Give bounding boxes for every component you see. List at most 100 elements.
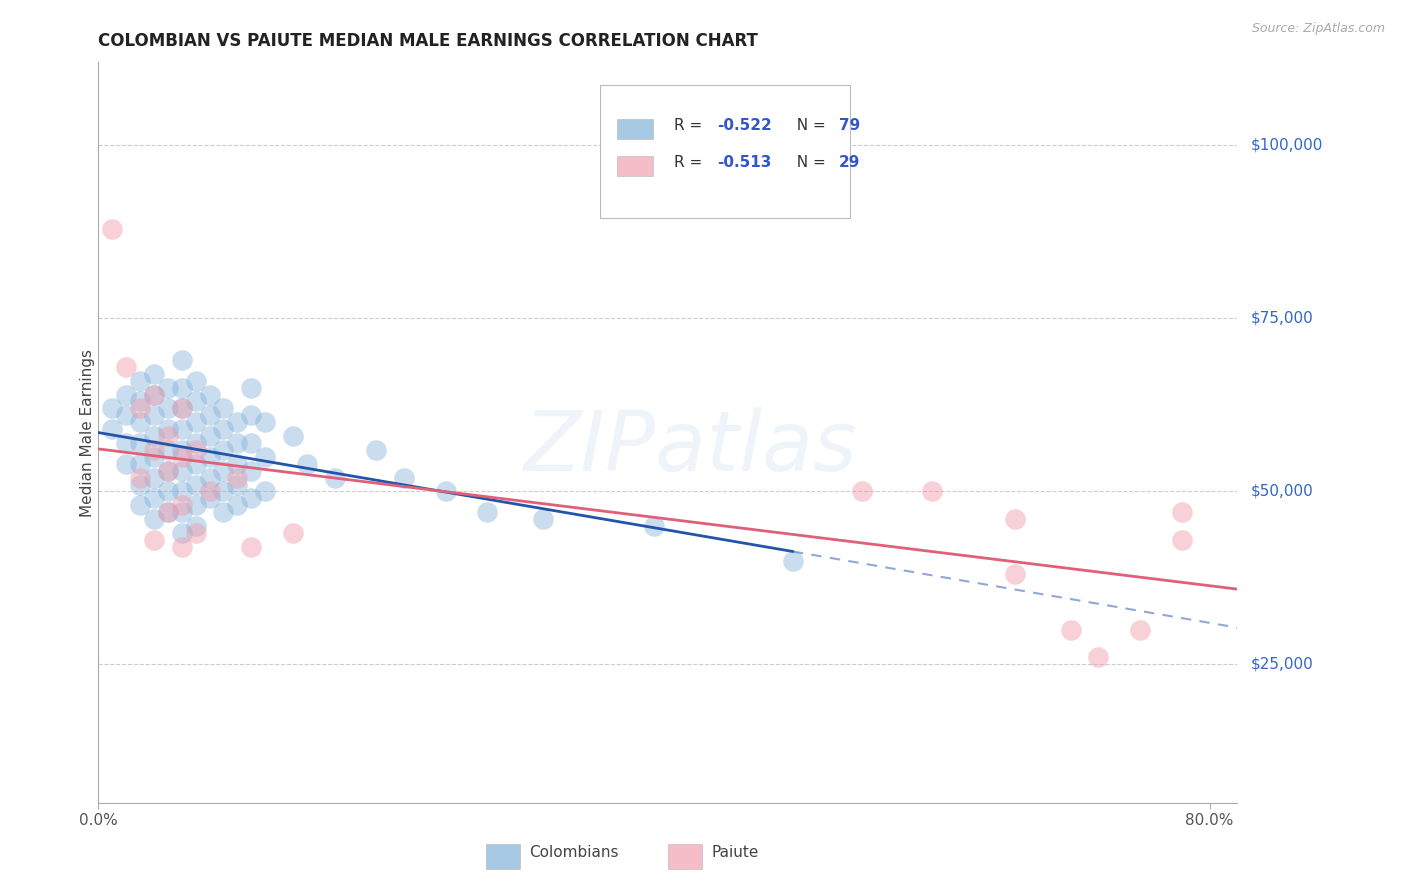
Point bbox=[295, 457, 318, 471]
Point bbox=[115, 359, 138, 374]
Point bbox=[156, 381, 179, 395]
Point bbox=[143, 512, 166, 526]
Point bbox=[184, 498, 207, 512]
Point bbox=[240, 464, 263, 478]
Point bbox=[198, 484, 221, 499]
Point bbox=[129, 498, 152, 512]
Point bbox=[156, 442, 179, 457]
Point bbox=[240, 381, 263, 395]
Point bbox=[143, 470, 166, 484]
Point bbox=[143, 367, 166, 381]
Point bbox=[281, 525, 304, 540]
Point bbox=[184, 525, 207, 540]
Point bbox=[226, 470, 249, 484]
Point bbox=[129, 477, 152, 491]
Point bbox=[156, 401, 179, 416]
Point bbox=[129, 374, 152, 388]
Point bbox=[115, 409, 138, 423]
Text: 79: 79 bbox=[839, 118, 860, 133]
Text: R =: R = bbox=[673, 118, 707, 133]
Point bbox=[143, 450, 166, 464]
Point bbox=[226, 436, 249, 450]
Point bbox=[184, 436, 207, 450]
Point bbox=[143, 442, 166, 457]
Point bbox=[170, 505, 193, 519]
Point bbox=[115, 457, 138, 471]
Point bbox=[170, 484, 193, 499]
Point bbox=[170, 525, 193, 540]
Text: -0.513: -0.513 bbox=[717, 155, 772, 169]
Point bbox=[198, 387, 221, 401]
Point bbox=[129, 394, 152, 409]
Point bbox=[226, 498, 249, 512]
Text: N =: N = bbox=[787, 118, 831, 133]
Point bbox=[129, 470, 152, 484]
Point bbox=[198, 409, 221, 423]
Point bbox=[101, 401, 124, 416]
Point bbox=[1170, 505, 1192, 519]
Point bbox=[226, 415, 249, 429]
Point bbox=[115, 387, 138, 401]
Point bbox=[170, 422, 193, 436]
Point bbox=[198, 429, 221, 443]
Point bbox=[212, 422, 235, 436]
Text: ZIPatlas: ZIPatlas bbox=[524, 407, 858, 488]
Point bbox=[198, 491, 221, 506]
Point bbox=[782, 554, 804, 568]
Point bbox=[212, 401, 235, 416]
Point bbox=[212, 442, 235, 457]
Text: Colombians: Colombians bbox=[529, 845, 619, 860]
Text: -0.522: -0.522 bbox=[717, 118, 772, 133]
Point bbox=[1129, 623, 1152, 637]
Point bbox=[366, 442, 388, 457]
Point bbox=[212, 505, 235, 519]
Point bbox=[129, 436, 152, 450]
Point bbox=[643, 519, 665, 533]
Point bbox=[170, 540, 193, 554]
Text: $25,000: $25,000 bbox=[1251, 657, 1315, 672]
FancyBboxPatch shape bbox=[617, 119, 652, 138]
Point bbox=[226, 457, 249, 471]
Point bbox=[392, 470, 415, 484]
Point bbox=[240, 540, 263, 554]
FancyBboxPatch shape bbox=[485, 844, 520, 870]
FancyBboxPatch shape bbox=[668, 844, 702, 870]
Point bbox=[1087, 650, 1109, 665]
FancyBboxPatch shape bbox=[617, 155, 652, 176]
Point bbox=[254, 484, 277, 499]
Point bbox=[184, 394, 207, 409]
Point bbox=[254, 415, 277, 429]
Point bbox=[170, 498, 193, 512]
Point bbox=[1004, 567, 1026, 582]
Point bbox=[212, 464, 235, 478]
Point bbox=[143, 409, 166, 423]
Point bbox=[170, 353, 193, 368]
Point bbox=[143, 491, 166, 506]
Point bbox=[129, 457, 152, 471]
Point bbox=[170, 381, 193, 395]
Point bbox=[156, 505, 179, 519]
Text: 29: 29 bbox=[839, 155, 860, 169]
Point bbox=[184, 457, 207, 471]
Point bbox=[851, 484, 873, 499]
Point bbox=[143, 533, 166, 547]
Text: Paiute: Paiute bbox=[711, 845, 758, 860]
Text: R =: R = bbox=[673, 155, 707, 169]
Point bbox=[101, 422, 124, 436]
Point bbox=[1059, 623, 1081, 637]
Point bbox=[129, 415, 152, 429]
Point bbox=[254, 450, 277, 464]
Point bbox=[240, 491, 263, 506]
Point bbox=[323, 470, 346, 484]
Point bbox=[184, 477, 207, 491]
Point bbox=[184, 442, 207, 457]
Point bbox=[115, 436, 138, 450]
Point bbox=[198, 450, 221, 464]
Point bbox=[184, 519, 207, 533]
Point bbox=[143, 387, 166, 401]
Point bbox=[212, 484, 235, 499]
Point bbox=[477, 505, 499, 519]
Point bbox=[170, 442, 193, 457]
Point bbox=[1004, 512, 1026, 526]
Point bbox=[156, 484, 179, 499]
